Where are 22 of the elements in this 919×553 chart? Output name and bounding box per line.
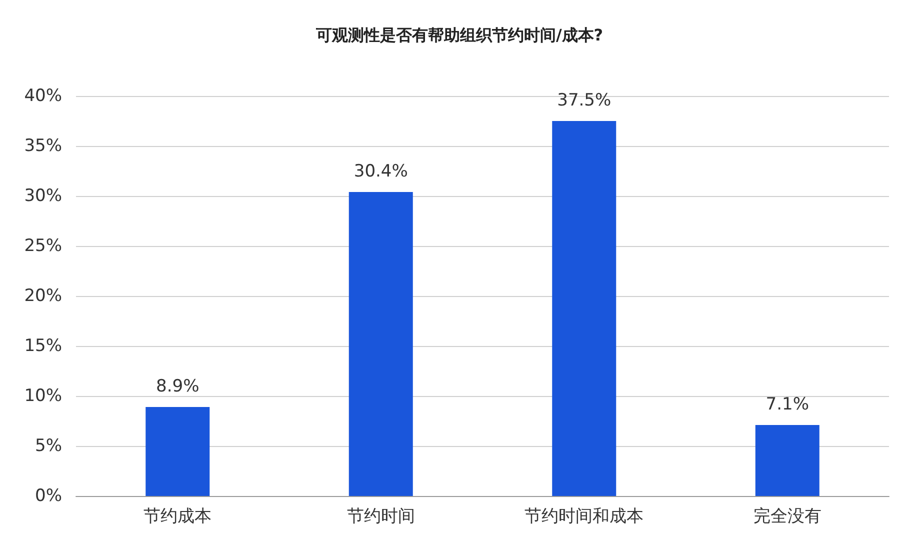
y-tick-label: 15% [24,336,62,356]
y-tick-label: 30% [24,186,62,206]
x-tick-label: 完全没有 [753,506,822,526]
y-tick-label: 25% [24,236,62,256]
y-tick-label: 40% [24,86,62,106]
chart-title: 可观测性是否有帮助组织节约时间/成本? [314,26,604,44]
x-tick-label: 节约时间 [346,506,415,526]
bar [348,192,413,496]
x-tick-label: 节约成本 [144,506,212,526]
y-tick-label: 35% [24,136,62,156]
data-label: 8.9% [156,376,200,396]
data-label: 30.4% [354,162,408,182]
y-tick-label: 5% [35,436,62,456]
bar [755,425,820,496]
bar [146,407,210,496]
data-label: 37.5% [557,90,612,110]
x-tick-label: 节约时间和成本 [524,506,644,526]
data-label: 7.1% [766,394,809,414]
y-tick-label: 10% [24,386,62,406]
y-tick-label: 20% [24,286,62,306]
y-tick-label: 0% [35,486,62,506]
bar [552,121,616,496]
